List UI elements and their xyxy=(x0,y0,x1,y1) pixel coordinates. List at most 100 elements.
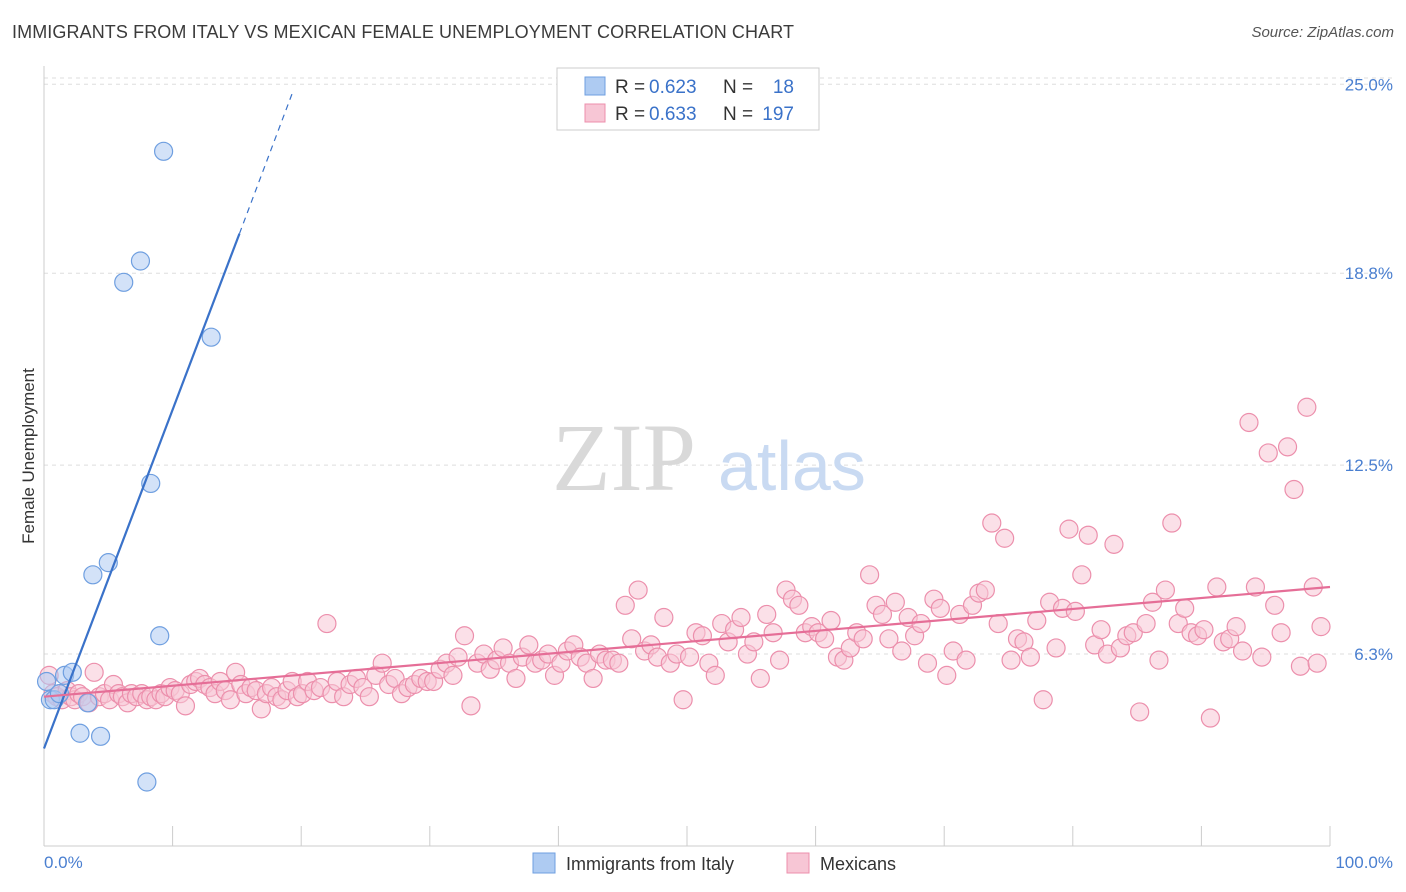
legend-n-label-mexicans: N = xyxy=(723,104,753,125)
mexicans-point xyxy=(84,662,104,682)
y-axis-label: Female Unemployment xyxy=(19,368,38,544)
legend-r-value-mexicans: 0.633 xyxy=(649,104,697,125)
mexicans-point xyxy=(461,696,481,716)
mexicans-point xyxy=(731,607,751,628)
mexicans-point xyxy=(454,626,475,646)
mexicans-point xyxy=(1175,598,1195,618)
legend-r-value-italy: 0.623 xyxy=(649,77,697,98)
mexicans-point xyxy=(1091,620,1111,640)
y-tick-label: 25.0% xyxy=(1345,75,1393,94)
mexicans-point xyxy=(1149,650,1169,670)
watermark-zip: ZIP xyxy=(552,404,696,511)
italy-point xyxy=(114,272,134,292)
mexicans-point xyxy=(1277,437,1298,457)
bottom-legend: Immigrants from Italy Mexicans xyxy=(532,852,896,874)
mexicans-point xyxy=(1311,617,1331,637)
mexicans-point xyxy=(628,580,648,600)
mexicans-point xyxy=(1290,656,1311,676)
legend-n-value-italy: 18 xyxy=(773,77,794,98)
mexicans-point xyxy=(1297,397,1317,417)
watermark-atlas: atlas xyxy=(718,427,866,505)
trend-lines xyxy=(42,93,1331,749)
mexicans-point xyxy=(705,665,725,685)
mexicans-point xyxy=(1200,708,1221,728)
legend-r-label-italy: R = xyxy=(615,77,645,98)
mexicans-point xyxy=(1258,443,1278,463)
italy-point xyxy=(70,723,90,743)
mexicans-point xyxy=(1271,623,1291,643)
mexicans-point xyxy=(872,604,893,625)
legend: R = 0.623 N = 18 R = 0.633 N = 197 xyxy=(556,67,820,131)
mexicans-point xyxy=(1207,577,1227,597)
y-tick-labels: 6.3% 12.5% 18.8% 25.0% xyxy=(1345,75,1393,664)
mexicans-point xyxy=(1078,525,1098,545)
mexicans-point xyxy=(359,687,379,707)
mexicans-point xyxy=(815,629,835,649)
mexicans-point xyxy=(1046,638,1066,658)
mexicans-point xyxy=(1033,690,1053,710)
mexicans-point xyxy=(1245,577,1266,597)
mexicans-point xyxy=(763,623,783,643)
bottom-legend-label-italy: Immigrants from Italy xyxy=(566,854,734,874)
mexicans-point xyxy=(911,613,931,634)
mexicans-point xyxy=(1194,620,1214,640)
mexicans-point xyxy=(1130,702,1150,722)
italy-point xyxy=(90,726,111,746)
mexicans-point xyxy=(615,595,635,615)
mexicans-point xyxy=(789,595,809,615)
legend-r-label-mexicans: R = xyxy=(615,104,645,125)
mexicans-point xyxy=(937,665,957,685)
x-tick-label-max: 100.0% xyxy=(1335,853,1393,872)
mexicans-point xyxy=(622,629,642,649)
chart-title: IMMIGRANTS FROM ITALY VS MEXICAN FEMALE … xyxy=(12,22,795,42)
legend-n-label-italy: N = xyxy=(723,77,753,98)
mexicans-point xyxy=(956,650,976,670)
mexicans-point xyxy=(1065,601,1085,621)
legend-swatch-mexicans xyxy=(584,103,606,123)
mexicans-point xyxy=(1252,647,1272,667)
mexicans-point xyxy=(892,641,912,661)
legend-swatch-italy xyxy=(584,76,606,96)
mexicans-point xyxy=(654,607,674,628)
mexicans-point xyxy=(988,613,1008,634)
grid-lines xyxy=(44,77,1392,655)
bottom-legend-swatch-italy xyxy=(532,852,556,874)
italy-point xyxy=(201,327,221,347)
mexicans-point xyxy=(769,650,790,670)
mexicans-point xyxy=(995,528,1015,548)
bottom-legend-label-mexicans: Mexicans xyxy=(820,854,896,874)
italy-trend-line-extension xyxy=(238,93,293,234)
mexicans-point xyxy=(1265,595,1285,615)
mexicans-point xyxy=(853,629,873,649)
mexicans-point xyxy=(1104,534,1124,554)
mexicans-point xyxy=(317,613,337,634)
italy-point xyxy=(83,565,103,585)
italy-trend-line xyxy=(42,233,241,749)
mexicans-point xyxy=(583,668,603,689)
mexicans-point xyxy=(1020,647,1040,667)
mexicans-point xyxy=(930,598,950,618)
mexicans-point xyxy=(821,610,841,631)
mexicans-point xyxy=(679,647,700,667)
y-tick-label: 18.8% xyxy=(1345,264,1393,283)
mexicans-point xyxy=(448,647,468,667)
mexicans-point xyxy=(860,565,880,585)
mexicans-point xyxy=(1072,565,1092,585)
mexicans-point xyxy=(1284,479,1304,500)
mexicans-point xyxy=(885,592,905,612)
legend-n-value-mexicans: 197 xyxy=(762,104,794,125)
y-tick-label: 12.5% xyxy=(1345,456,1393,475)
italy-point xyxy=(150,626,170,646)
italy-point xyxy=(130,251,151,271)
mexicans-point xyxy=(506,668,526,689)
italy-points xyxy=(36,141,221,792)
mexicans-point xyxy=(750,668,770,689)
x-tick-label-min: 0.0% xyxy=(44,853,83,872)
mexicans-point xyxy=(609,653,629,673)
mexicans-point xyxy=(1136,613,1156,634)
mexicans-point xyxy=(1307,653,1327,673)
mexicans-point xyxy=(982,513,1002,533)
mexicans-point xyxy=(1059,519,1079,539)
mexicans-point xyxy=(673,690,693,710)
mexicans-point xyxy=(1226,617,1246,637)
